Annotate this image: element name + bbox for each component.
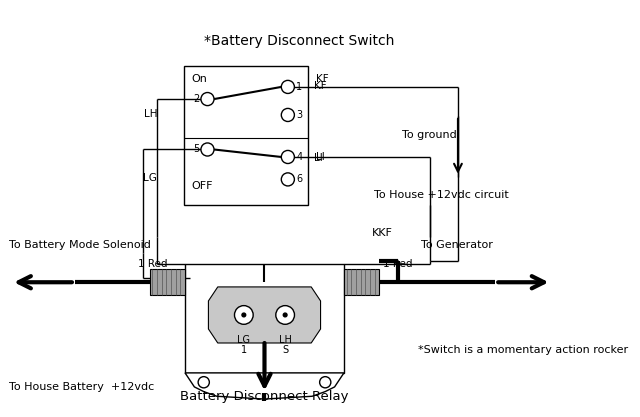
Text: LG: LG bbox=[143, 173, 157, 183]
Text: 1: 1 bbox=[241, 345, 247, 355]
Text: LH: LH bbox=[143, 109, 157, 119]
Text: 1 Red: 1 Red bbox=[138, 259, 168, 269]
Circle shape bbox=[234, 306, 253, 324]
Bar bbox=[150, 269, 185, 295]
Text: 5: 5 bbox=[193, 145, 199, 154]
Text: To Battery Mode Solenoid: To Battery Mode Solenoid bbox=[10, 240, 151, 250]
Polygon shape bbox=[209, 287, 321, 343]
Circle shape bbox=[284, 313, 287, 317]
Circle shape bbox=[282, 173, 294, 186]
Text: To House +12vdc circuit: To House +12vdc circuit bbox=[374, 190, 509, 200]
Text: KKF: KKF bbox=[372, 228, 393, 238]
Text: OFF: OFF bbox=[191, 181, 213, 191]
Text: To ground: To ground bbox=[402, 130, 456, 140]
Bar bbox=[344, 269, 380, 295]
Text: KF: KF bbox=[314, 81, 326, 91]
Text: KF: KF bbox=[316, 74, 328, 84]
Text: To Generator: To Generator bbox=[420, 240, 492, 250]
Text: 1: 1 bbox=[296, 82, 302, 92]
Circle shape bbox=[282, 80, 294, 93]
Polygon shape bbox=[185, 373, 344, 399]
Circle shape bbox=[276, 306, 294, 324]
Text: S: S bbox=[282, 345, 288, 355]
Circle shape bbox=[201, 93, 214, 106]
Text: 2: 2 bbox=[193, 94, 199, 104]
Text: 4: 4 bbox=[296, 152, 302, 162]
Bar bbox=[185, 264, 344, 373]
Text: On: On bbox=[191, 73, 207, 83]
Text: *Switch is a momentary action rocker: *Switch is a momentary action rocker bbox=[419, 344, 628, 354]
Text: To House Battery  +12vdc: To House Battery +12vdc bbox=[10, 382, 155, 392]
Text: LG: LG bbox=[237, 335, 250, 345]
Text: LH: LH bbox=[278, 335, 292, 345]
Circle shape bbox=[242, 313, 246, 317]
Circle shape bbox=[201, 143, 214, 156]
Text: 3: 3 bbox=[296, 110, 302, 120]
Text: LI: LI bbox=[316, 152, 324, 162]
Bar bbox=[184, 66, 308, 205]
Text: 1 Red: 1 Red bbox=[383, 259, 413, 269]
Circle shape bbox=[282, 151, 294, 163]
Text: *Battery Disconnect Switch: *Battery Disconnect Switch bbox=[204, 34, 394, 48]
Text: LI: LI bbox=[314, 153, 323, 163]
Circle shape bbox=[198, 377, 209, 388]
Text: 6: 6 bbox=[296, 174, 302, 184]
Circle shape bbox=[282, 108, 294, 121]
Text: Battery Disconnect Relay: Battery Disconnect Relay bbox=[180, 390, 349, 403]
Circle shape bbox=[319, 377, 331, 388]
